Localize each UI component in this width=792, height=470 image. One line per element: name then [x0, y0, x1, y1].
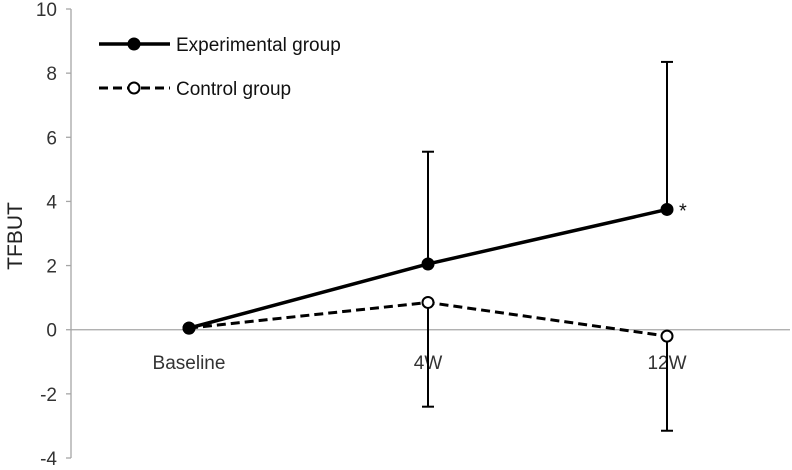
y-axis-title: TFBUT [4, 202, 27, 270]
experimental-point [421, 257, 435, 271]
control-point [660, 329, 674, 343]
legend-label: Experimental group [176, 35, 341, 56]
experimental-point [660, 202, 674, 216]
y-tick-label: 2 [46, 257, 57, 278]
y-axis: -4 -2 0 2 4 6 8 10 [36, 0, 72, 470]
legend-item: Control group [99, 79, 291, 100]
experimental-point [182, 321, 196, 335]
series-layer: * [182, 60, 687, 432]
x-axis: Baseline 4W 12W [71, 329, 790, 374]
legend-item: Experimental group [99, 35, 341, 56]
legend: Experimental group Control group [99, 35, 341, 100]
legend-filled-marker [127, 37, 141, 51]
x-tick-label: Baseline [153, 353, 226, 374]
legend-label: Control group [176, 79, 291, 100]
y-tick-label: 6 [46, 128, 57, 149]
control-point [421, 295, 435, 309]
y-tick-label: -4 [40, 449, 57, 470]
y-tick-label: 0 [46, 321, 57, 342]
y-tick-label: 8 [46, 64, 57, 85]
y-tick-label: 4 [46, 192, 57, 213]
y-tick-label: 10 [36, 0, 57, 21]
y-tick-label: -2 [40, 385, 57, 406]
legend-open-marker [127, 81, 141, 95]
significance-marker: * [679, 200, 687, 222]
